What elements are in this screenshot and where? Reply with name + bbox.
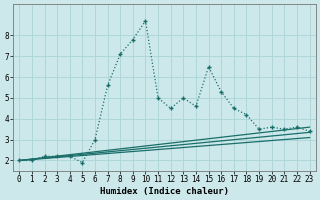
X-axis label: Humidex (Indice chaleur): Humidex (Indice chaleur) xyxy=(100,187,229,196)
